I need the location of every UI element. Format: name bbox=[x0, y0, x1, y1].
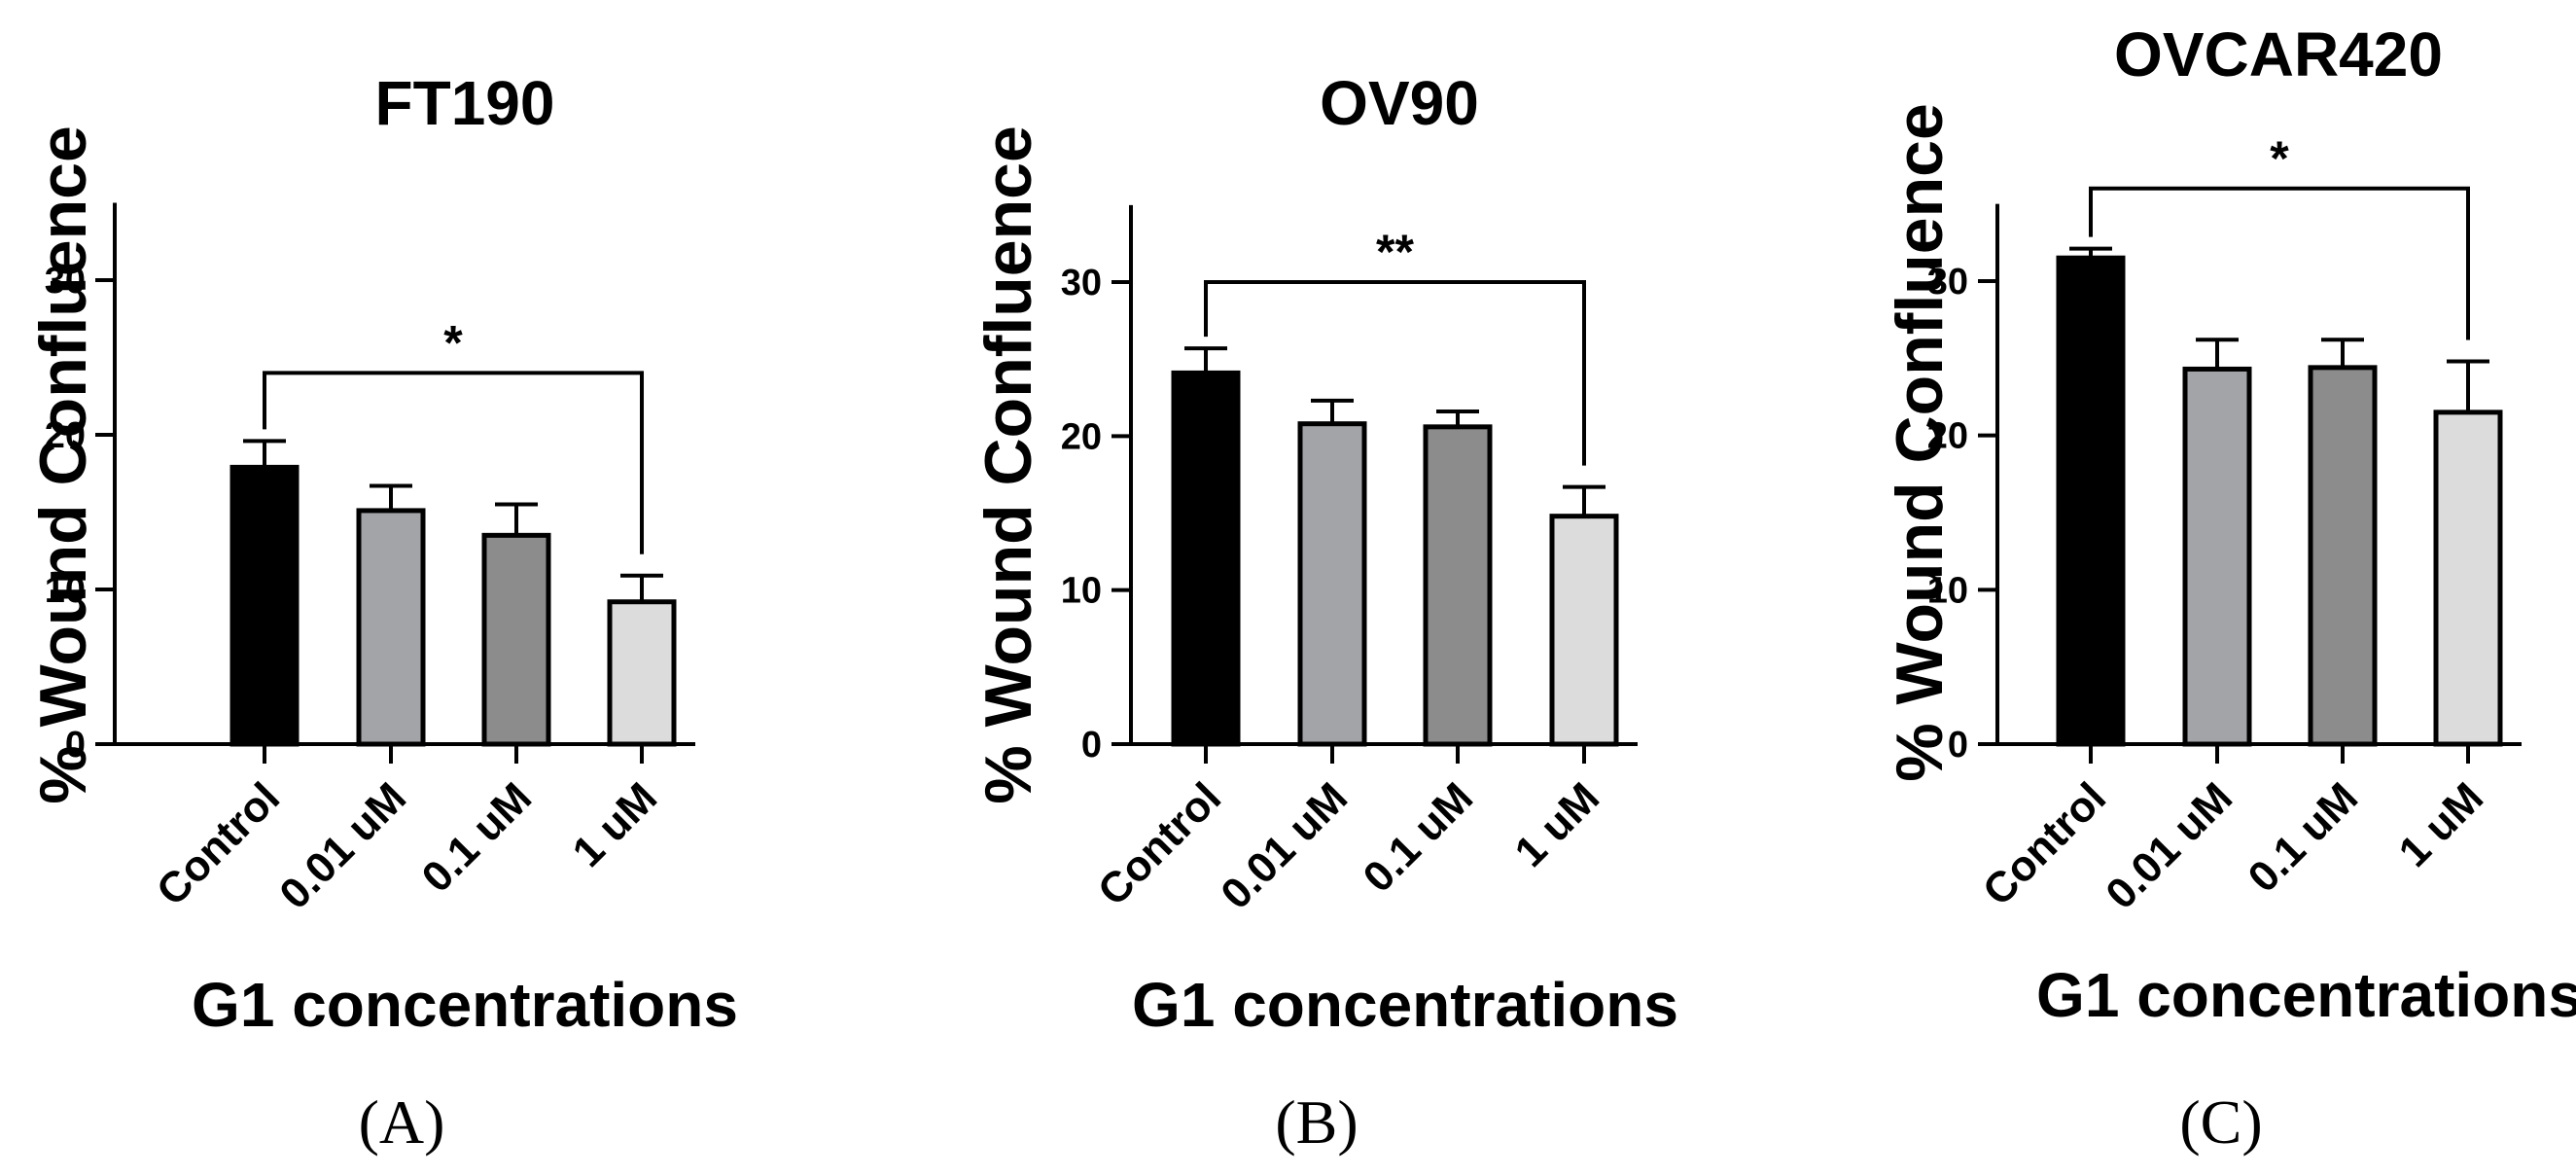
chart-panel-2: OV90 % Wound Confluence 0 10 20 30 Control0.01… bbox=[971, 68, 1678, 1157]
bar-0-1-um bbox=[1423, 424, 1493, 747]
category-label: 1 uM bbox=[564, 773, 667, 876]
category-label: Control bbox=[1089, 773, 1230, 914]
y-tick-label: 10 bbox=[1927, 570, 1968, 611]
category-label: 0.01 uM bbox=[270, 773, 415, 918]
bar-1-um bbox=[2433, 410, 2503, 747]
bar-control bbox=[2056, 255, 2126, 747]
bar-0-1-um bbox=[481, 532, 551, 747]
category-label: 1 uM bbox=[2390, 773, 2493, 876]
y-tick-label: 10 bbox=[45, 570, 86, 611]
bar-control bbox=[229, 464, 300, 747]
panel-label: (C) bbox=[2179, 1087, 2262, 1157]
bar-control bbox=[1171, 370, 1241, 747]
category-label: 0.1 uM bbox=[1355, 773, 1482, 901]
category-label: Control bbox=[1974, 773, 2115, 914]
significance-bracket bbox=[2089, 186, 2470, 340]
y-axis-label: % Wound Confluence bbox=[26, 125, 100, 804]
significance-bracket bbox=[263, 371, 644, 554]
bar-1-um bbox=[607, 599, 677, 747]
category-label: 0.01 uM bbox=[1212, 773, 1357, 918]
category-label: 1 uM bbox=[1506, 773, 1609, 876]
significance-label: * bbox=[443, 315, 463, 370]
bar-0-01-um bbox=[2182, 366, 2252, 747]
bar-0-01-um bbox=[356, 508, 426, 747]
significance-bracket bbox=[1204, 280, 1586, 466]
bar-0-1-um bbox=[2308, 365, 2378, 747]
x-axis-label: G1 concentrations bbox=[1132, 970, 1678, 1040]
category-label: 0.1 uM bbox=[413, 773, 541, 901]
bar-0-01-um bbox=[1297, 421, 1367, 747]
x-axis-label: G1 concentrations bbox=[2036, 960, 2576, 1030]
category-label: 0.01 uM bbox=[2097, 773, 2241, 918]
y-axis-label: % Wound Confluence bbox=[971, 125, 1045, 804]
x-axis-label: G1 concentrations bbox=[192, 970, 738, 1040]
bar-1-um bbox=[1549, 514, 1619, 747]
significance-label: * bbox=[2270, 131, 2289, 186]
y-tick-label: 0 bbox=[1948, 725, 1968, 766]
y-tick-label: 20 bbox=[1061, 416, 1102, 457]
panel-label: (A) bbox=[359, 1087, 445, 1157]
y-axis-label: % Wound Confluence bbox=[1883, 103, 1957, 782]
y-tick-label: 20 bbox=[45, 415, 86, 456]
significance-label: ** bbox=[1376, 225, 1414, 279]
y-tick-label: 30 bbox=[1061, 263, 1102, 303]
y-tick-label: 0 bbox=[65, 725, 86, 766]
y-tick-label: 20 bbox=[1927, 416, 1968, 457]
chart-title: FT190 bbox=[375, 68, 555, 138]
y-tick-label: 30 bbox=[45, 261, 86, 302]
chart-title: OVCAR420 bbox=[2114, 19, 2443, 89]
y-tick-label: 0 bbox=[1081, 725, 1102, 766]
panel-label: (B) bbox=[1275, 1087, 1358, 1157]
category-label: Control bbox=[148, 773, 289, 914]
category-label: 0.1 uM bbox=[2240, 773, 2367, 901]
y-tick-label: 30 bbox=[1927, 262, 1968, 303]
y-tick-label: 10 bbox=[1061, 571, 1102, 612]
chart-title: OV90 bbox=[1320, 68, 1479, 138]
